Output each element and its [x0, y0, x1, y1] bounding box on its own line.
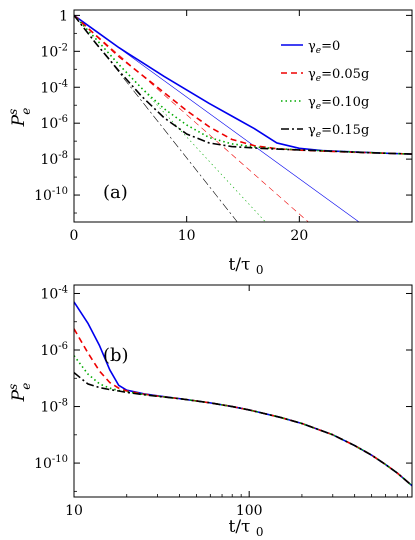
panel-b-y-tick-label-1: 10-6	[40, 341, 68, 359]
panel-a-y-tick-label-5: 10-10	[34, 186, 68, 204]
panel-a-y-tick-label-4: 10-8	[40, 150, 68, 168]
panel-b-label: (b)	[103, 345, 129, 366]
panel-b-y-tick-label-2: 10-8	[40, 398, 68, 416]
panel-a-x-axis-label-text-sub: 0	[256, 263, 264, 277]
panel-a-y-tick-label-1: 10-2	[40, 42, 68, 60]
panel-b-series-line-3	[74, 372, 412, 487]
panel-b-y-axis-label: Pse	[6, 383, 33, 403]
panel-b-series-line-0	[74, 301, 412, 487]
panel-a-label: (a)	[103, 182, 128, 203]
legend-label-1: γe=0.05g	[308, 67, 369, 84]
panel-b-y-axis-label-base: P	[9, 389, 29, 402]
panel-b-y-axis-label-sub: e	[19, 383, 33, 390]
panel-b-chart: 10 100 10-4 10-6 10-8 10-10 (b) t/τ 0 Pse	[6, 284, 413, 539]
panel-a-y-tick-label-2: 10-4	[40, 78, 68, 96]
panel-a-y-axis-label: Pse	[6, 108, 33, 128]
panel-b-x-tick-label-1: 100	[236, 503, 263, 519]
panel-a-asymptote-1	[74, 15, 309, 222]
panel-b-y-tick-label-3: 10-10	[34, 454, 68, 472]
panel-a-ticks: 0 10 20 1 10-2 10-4 10-6 10-8 10-10	[34, 8, 412, 244]
panel-a-frame	[73, 9, 413, 223]
panel-b-y-tick-label-0: 10-4	[40, 284, 68, 302]
panel-a-x-tick-label-0: 0	[70, 228, 79, 244]
panel-a-y-tick-label-0: 1	[59, 8, 68, 24]
panel-a-series-line-0	[74, 14, 412, 155]
panel-a-y-tick-label-3: 10-6	[40, 114, 68, 132]
legend-label-0: γe=0	[308, 39, 340, 56]
panel-b-ticks: 10 100 10-4 10-6 10-8 10-10	[34, 284, 412, 519]
panel-a-x-tick-label-1: 10	[178, 228, 196, 244]
panel-b-frame	[73, 284, 413, 498]
panel-a-x-tick-label-2: 20	[290, 228, 308, 244]
panel-a-y-axis-label-sub: e	[19, 108, 33, 115]
panel-b-x-axis-label-text: t/τ	[228, 517, 250, 537]
panel-a-legend: γe=0 γe=0.05g γe=0.10g γe=0.15g	[281, 39, 369, 140]
panel-a-y-axis-label-base: P	[9, 114, 29, 127]
panel-a-series-layer	[74, 14, 412, 222]
panel-a-x-axis-label-text: t/τ	[228, 255, 250, 275]
panel-a-y-axis-label-sup: s	[6, 109, 20, 115]
panel-b-x-axis-label-text-sub: 0	[256, 525, 264, 539]
panel-a-asymptote-2	[74, 15, 266, 222]
panel-b-x-tick-label-0: 10	[65, 503, 83, 519]
legend-label-3: γe=0.15g	[308, 123, 369, 140]
legend-label-2: γe=0.10g	[308, 95, 369, 112]
panel-a-x-axis-label: t/τ 0	[228, 255, 263, 277]
panel-b-y-axis-label-sup: s	[6, 384, 20, 390]
panel-b-series-layer	[74, 301, 412, 487]
panel-b-x-axis-label: t/τ 0	[228, 517, 263, 539]
panel-a-series-line-1	[74, 14, 412, 155]
panel-b-series-line-2	[74, 355, 412, 487]
